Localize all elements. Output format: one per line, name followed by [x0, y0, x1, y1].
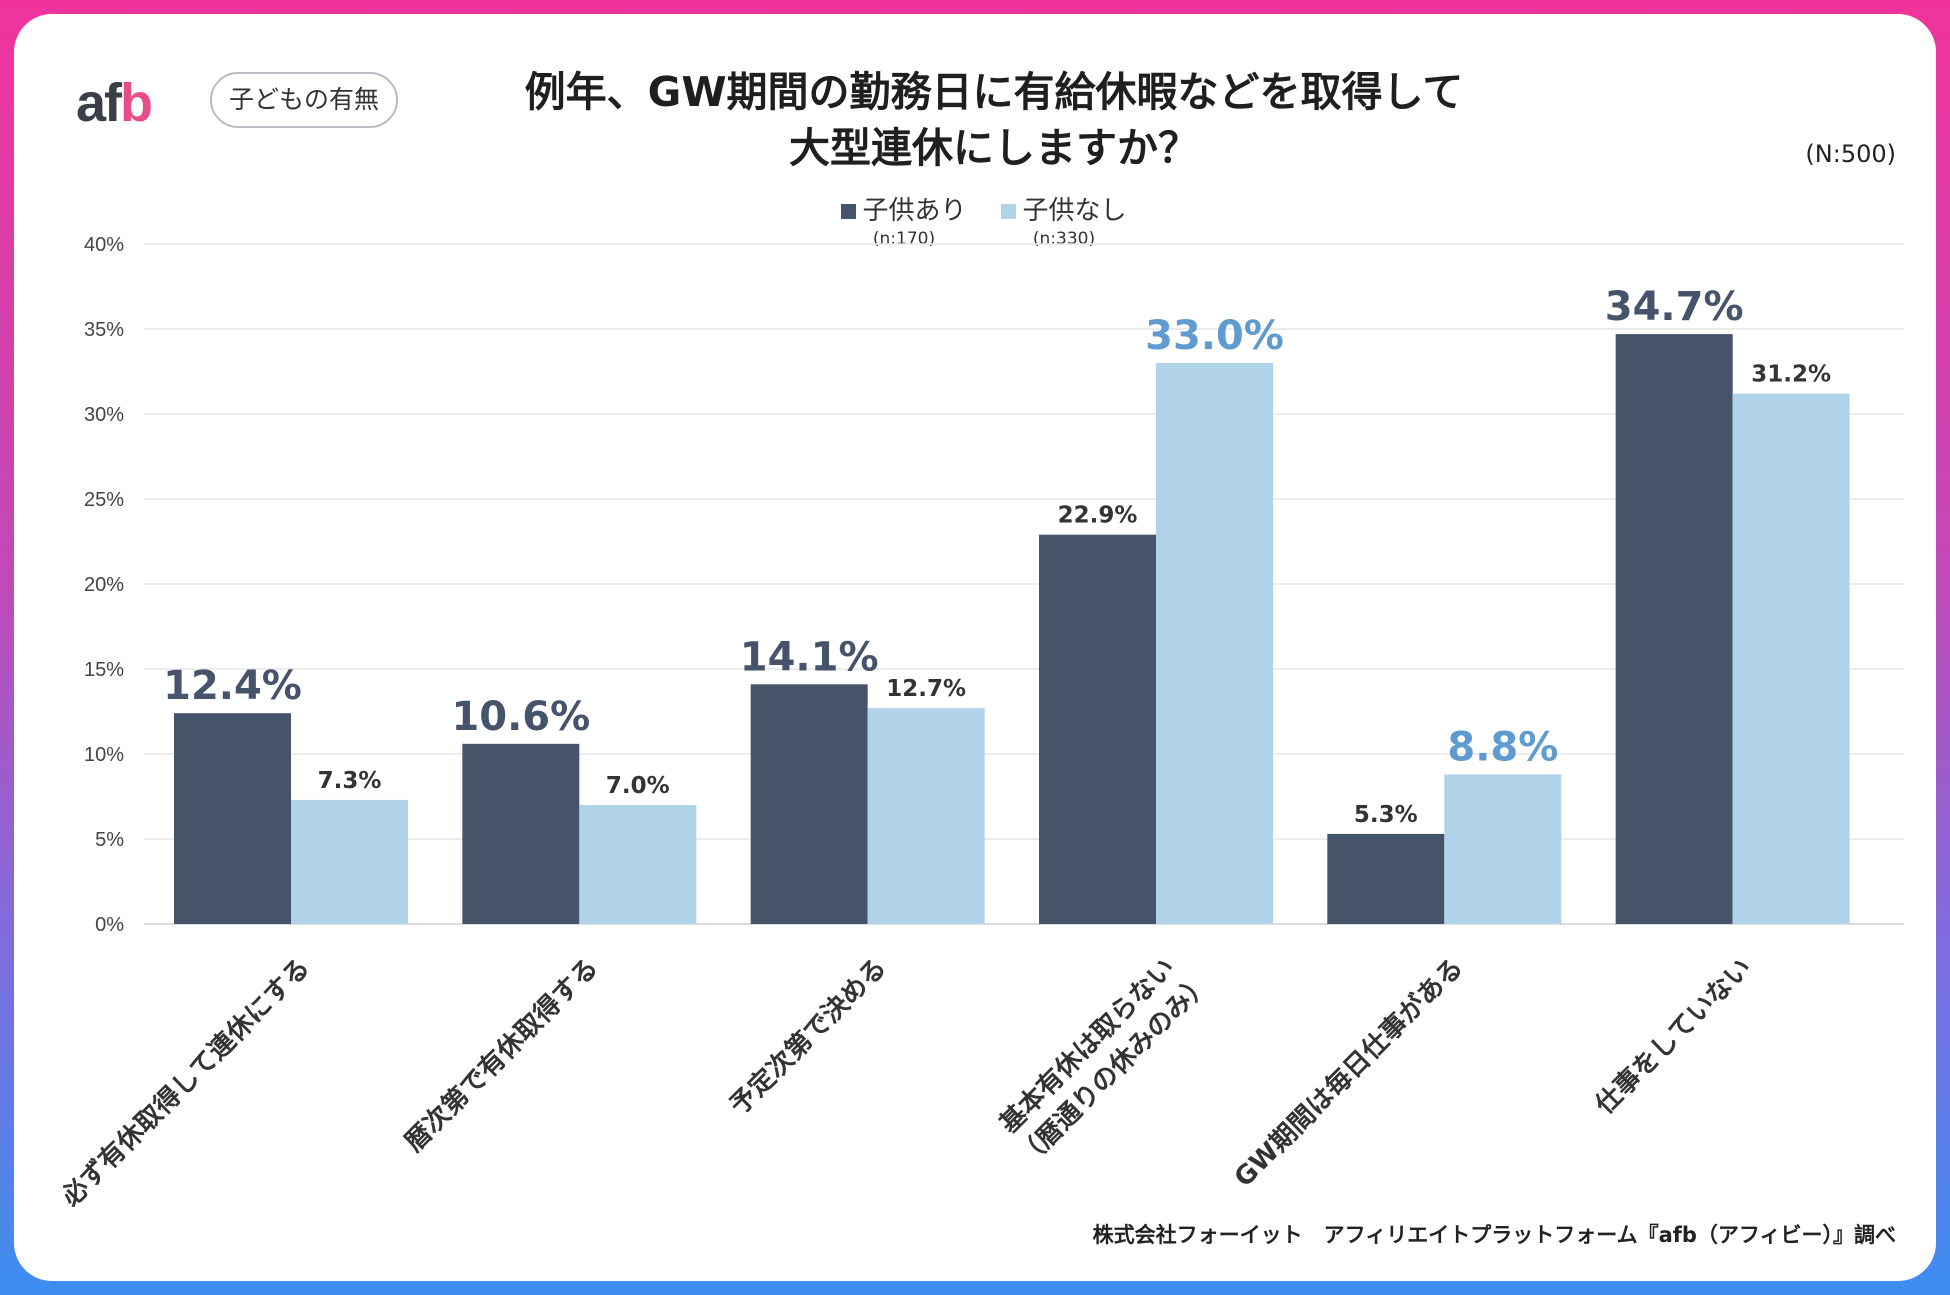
data-label: 7.3%: [318, 768, 382, 794]
category-label: GW期間は毎日仕事がある: [1228, 952, 1469, 1193]
data-label: 8.8%: [1447, 724, 1558, 770]
legend: 子供あり (n:170) 子供なし (n:330): [14, 190, 1936, 260]
bar-chart: 0% 5% 10% 15% 20% 25% 30% 35% 40% 12.4% 7.3% 必ず有休取得…: [56, 234, 1904, 1213]
y-tick-label: 15%: [84, 659, 124, 681]
title-line-1: 例年、GW期間の勤務日に有給休暇などを取得して: [524, 68, 1464, 116]
source-credit: 株式会社フォーイット アフィリエイトプラットフォーム『afb（アフィビー）』調べ: [1092, 1223, 1896, 1247]
category-label: 暦次第で有休取得する: [399, 952, 605, 1158]
bar-without-children: [867, 708, 985, 924]
bar-with-children: [1039, 534, 1156, 924]
data-label: 12.7%: [886, 676, 966, 702]
y-tick-label: 5%: [95, 829, 124, 851]
category-label: 予定次第で決める: [724, 952, 893, 1121]
segment-tag: 子どもの有無: [210, 72, 398, 128]
bar-with-children: [462, 743, 580, 924]
bar-with-children: [174, 713, 291, 924]
data-label: 34.7%: [1605, 284, 1744, 330]
data-label: 12.4%: [163, 663, 302, 709]
legend-swatch: [841, 204, 857, 219]
legend-item-with-children: 子供あり (n:170): [834, 190, 974, 249]
legend-swatch: [1001, 204, 1017, 219]
bar-without-children: [1156, 363, 1273, 924]
data-label: 10.6%: [451, 694, 590, 740]
y-tick-label: 10%: [84, 744, 124, 766]
category-label: 基本有休は取らない（暦通りの休みのみ）: [986, 942, 1217, 1173]
chart-card: afb 子どもの有無 例年、GW期間の勤務日に有給休暇などを取得して 大型連休に…: [14, 14, 1936, 1281]
y-tick-label: 30%: [84, 404, 124, 426]
bar-with-children: [1615, 334, 1733, 925]
legend-item-without-children: 子供なし (n:330): [994, 190, 1134, 249]
category-label: 仕事をしていない: [1589, 953, 1757, 1121]
data-label: 7.0%: [606, 773, 670, 799]
bar-without-children: [579, 805, 697, 924]
data-label: 31.2%: [1751, 362, 1831, 388]
data-label: 22.9%: [1058, 503, 1138, 529]
bar-without-children: [1444, 774, 1562, 924]
bar-with-children: [750, 684, 868, 924]
data-label: 5.3%: [1354, 802, 1418, 828]
data-label: 33.0%: [1145, 313, 1284, 359]
y-tick-label: 0%: [95, 914, 124, 936]
y-tick-label: 35%: [84, 319, 124, 341]
chart-title: 例年、GW期間の勤務日に有給休暇などを取得して 大型連休にしますか？: [394, 64, 1594, 176]
category-label: 必ず有休取得して連休にする: [56, 953, 316, 1213]
legend-label: 子供あり: [862, 196, 967, 226]
bar-without-children: [1732, 393, 1850, 925]
bar-with-children: [1327, 833, 1445, 924]
y-tick-label: 40%: [84, 234, 124, 256]
legend-label: 子供なし: [1022, 196, 1127, 226]
bar-without-children: [291, 799, 408, 924]
afb-logo: afb: [76, 73, 153, 133]
data-label: 14.1%: [740, 634, 879, 680]
y-tick-label: 20%: [84, 574, 124, 596]
y-tick-label: 25%: [84, 489, 124, 511]
sample-size: (N:500): [1805, 140, 1896, 168]
title-line-2: 大型連休にしますか？: [789, 124, 1199, 172]
